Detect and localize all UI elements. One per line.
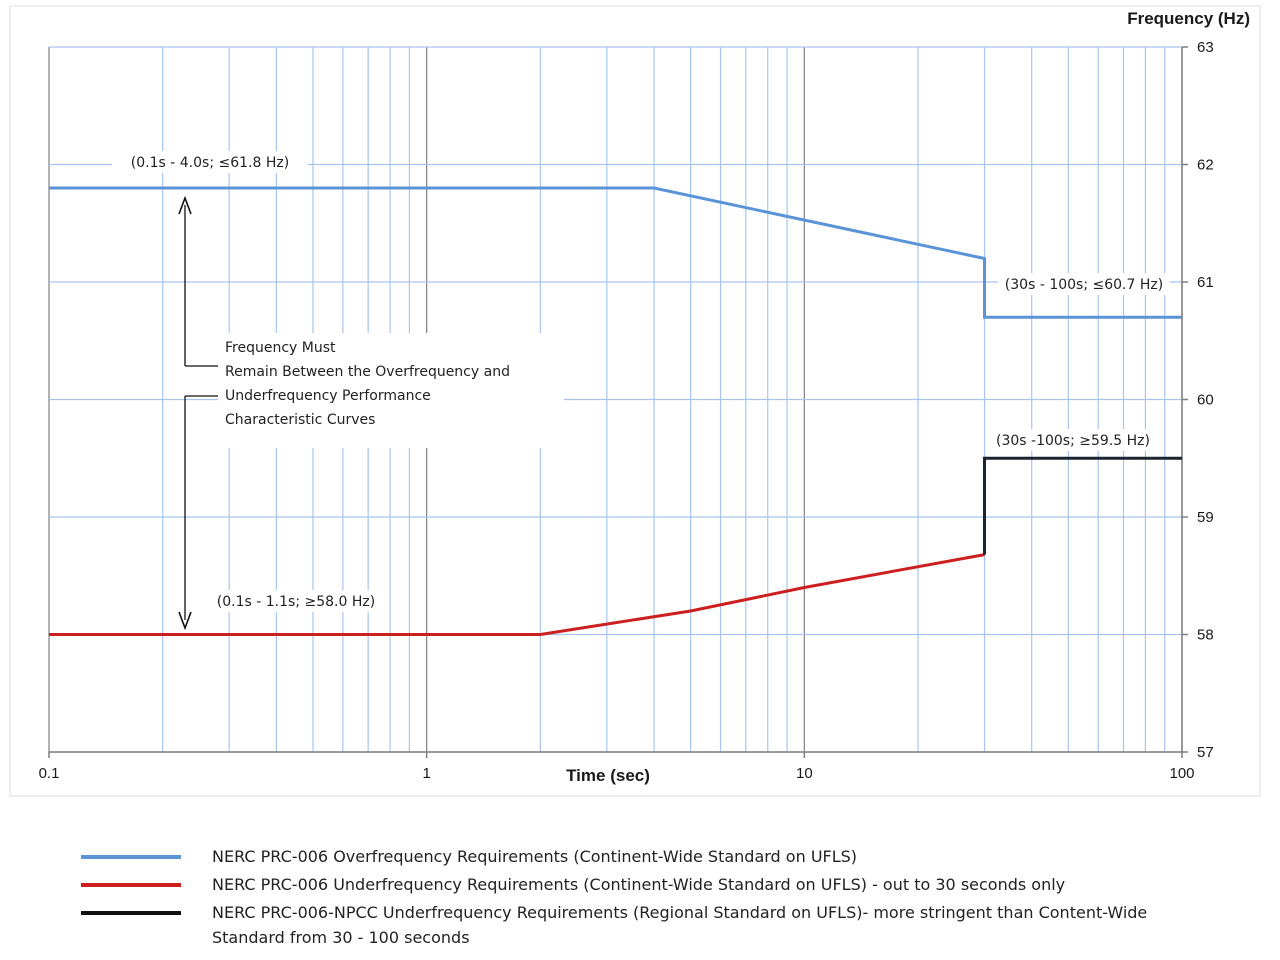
y-tick-label: 61 bbox=[1197, 274, 1214, 291]
x-tick-label: 1 bbox=[422, 765, 430, 782]
annotation-overfrequency-label-bg bbox=[112, 151, 308, 173]
y-tick-label: 57 bbox=[1197, 744, 1214, 761]
annotation-30s-underfrequency-label-bg bbox=[987, 429, 1159, 451]
legend: NERC PRC-006 Overfrequency Requirements … bbox=[75, 842, 1275, 954]
legend-swatch bbox=[81, 855, 181, 859]
up-arrow-head bbox=[178, 195, 192, 215]
annotation-overfrequency-label: (0.1s - 4.0s; ≤61.8 Hz) bbox=[131, 155, 289, 171]
chart-frame bbox=[9, 5, 1261, 797]
down-arrow-head bbox=[178, 611, 192, 631]
underfrequency-series bbox=[49, 553, 985, 636]
axes: 57 58 59 60 61 62 63 0.1 1 10 100 bbox=[39, 39, 1214, 782]
y-tick-label: 63 bbox=[1197, 39, 1214, 56]
legend-label: NERC PRC-006-NPCC Underfrequency Require… bbox=[212, 900, 1272, 950]
legend-label-line: Standard from 30 - 100 seconds bbox=[212, 928, 470, 947]
x-tick-label: 0.1 bbox=[39, 765, 60, 782]
annotation-box-bg bbox=[218, 333, 564, 448]
legend-item-underfrequency: NERC PRC-006 Underfrequency Requirements… bbox=[75, 870, 1275, 898]
x-tick-label: 100 bbox=[1169, 765, 1194, 782]
legend-label-line: NERC PRC-006-NPCC Underfrequency Require… bbox=[212, 903, 1148, 922]
y-tick-label: 62 bbox=[1197, 157, 1214, 174]
legend-label: NERC PRC-006 Overfrequency Requirements … bbox=[212, 844, 1272, 869]
annotation-underfrequency-label-bg bbox=[206, 590, 386, 612]
legend-label-line: NERC PRC-006 Overfrequency Requirements … bbox=[212, 847, 858, 866]
legend-item-npcc: NERC PRC-006-NPCC Underfrequency Require… bbox=[75, 898, 1275, 954]
series-layer bbox=[49, 186, 1182, 636]
annotation-30s-overfrequency-label-bg bbox=[998, 273, 1170, 295]
overfrequency-series bbox=[49, 186, 1182, 319]
y-tick-label: 60 bbox=[1197, 392, 1214, 409]
legend-label: NERC PRC-006 Underfrequency Requirements… bbox=[212, 872, 1272, 897]
annotations: (0.1s - 4.0s; ≤61.8 Hz) (30s - 100s; ≤60.… bbox=[112, 151, 1170, 631]
y-axis-title: Frequency (Hz) bbox=[1127, 9, 1250, 28]
annotation-frequency-must-remain: Frequency Must Remain Between the Overfre… bbox=[225, 340, 510, 428]
x-axis-title: Time (sec) bbox=[566, 766, 650, 785]
legend-swatch bbox=[81, 883, 181, 887]
annotation-underfrequency-label: (0.1s - 1.1s; ≥58.0 Hz) bbox=[217, 594, 375, 610]
legend-item-overfrequency: NERC PRC-006 Overfrequency Requirements … bbox=[75, 842, 1275, 870]
annotation-30s-underfrequency-label: (30s -100s; ≥59.5 Hz) bbox=[996, 433, 1150, 449]
legend-swatch bbox=[81, 911, 181, 915]
y-tick-label: 58 bbox=[1197, 627, 1214, 644]
y-tick-label: 59 bbox=[1197, 509, 1214, 526]
npcc-underfrequency-series bbox=[983, 456, 1182, 555]
x-tick-label: 10 bbox=[796, 765, 813, 782]
legend-label-line: NERC PRC-006 Underfrequency Requirements… bbox=[212, 875, 1066, 894]
annotation-30s-overfrequency-label: (30s - 100s; ≤60.7 Hz) bbox=[1005, 277, 1163, 293]
